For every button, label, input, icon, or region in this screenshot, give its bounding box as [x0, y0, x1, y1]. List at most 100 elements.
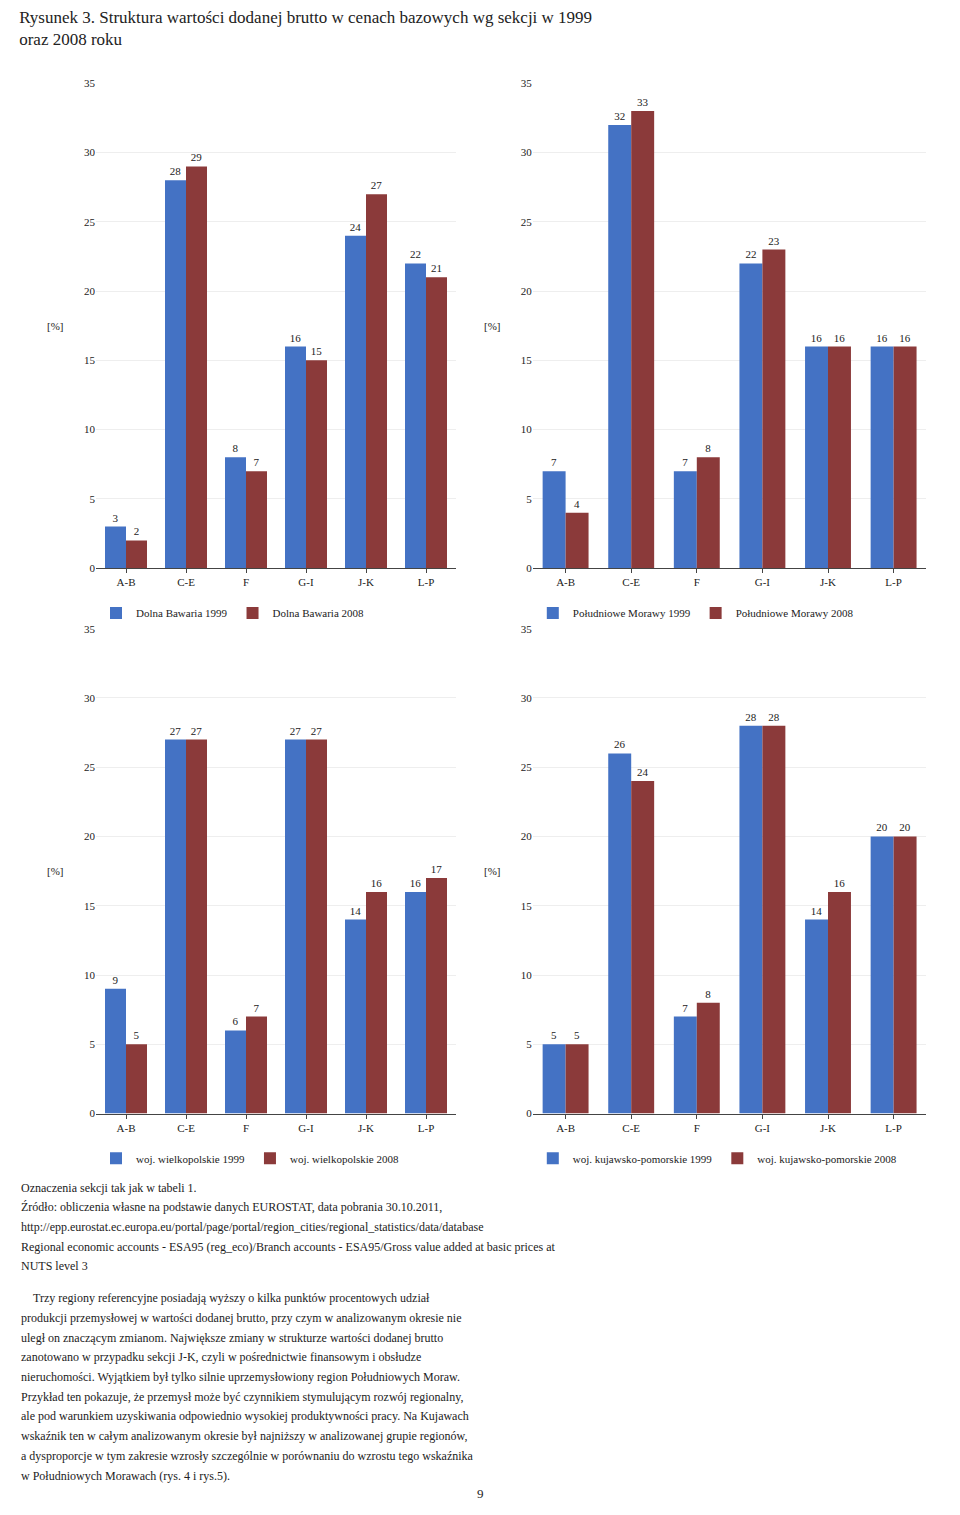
svg-text:G-I: G-I	[755, 576, 771, 588]
svg-text:16: 16	[834, 332, 846, 344]
svg-text:35: 35	[521, 623, 533, 635]
svg-text:15: 15	[521, 354, 533, 366]
svg-text:20: 20	[899, 821, 911, 833]
svg-text:8: 8	[705, 442, 711, 454]
svg-text:27: 27	[311, 725, 323, 737]
svg-text:ale pod warunkiem uzyskiwania: ale pod warunkiem uzyskiwania odpowiedni…	[21, 1409, 469, 1423]
svg-text:7: 7	[682, 1002, 688, 1014]
svg-text:5: 5	[134, 1029, 140, 1041]
svg-text:23: 23	[768, 235, 780, 247]
svg-text:35: 35	[521, 77, 533, 89]
svg-text:30: 30	[84, 146, 96, 158]
svg-text:Rysunek 3. Struktura wartości: Rysunek 3. Struktura wartości dodanej br…	[19, 8, 592, 49]
svg-text:[%]: [%]	[47, 320, 64, 332]
svg-text:F: F	[243, 576, 249, 588]
svg-text:10: 10	[521, 969, 533, 981]
svg-text:10: 10	[84, 969, 96, 981]
svg-text:woj. wielkopolskie 2008: woj. wielkopolskie 2008	[290, 1153, 399, 1165]
svg-text:16: 16	[876, 332, 888, 344]
svg-text:woj. wielkopolskie 1999: woj. wielkopolskie 1999	[136, 1153, 245, 1165]
svg-text:15: 15	[311, 345, 323, 357]
svg-text:25: 25	[521, 761, 533, 773]
svg-text:20: 20	[521, 830, 533, 842]
svg-text:30: 30	[521, 692, 533, 704]
svg-text:4: 4	[574, 498, 580, 510]
svg-text:26: 26	[614, 738, 626, 750]
svg-text:27: 27	[371, 179, 383, 191]
svg-text:5: 5	[574, 1029, 580, 1041]
svg-text:28: 28	[768, 711, 780, 723]
svg-text:J-K: J-K	[820, 576, 836, 588]
svg-text:zanotowano w przypadku sekcji: zanotowano w przypadku sekcji J-K, czyli…	[21, 1350, 421, 1364]
svg-text:28: 28	[745, 711, 757, 723]
svg-text:15: 15	[521, 900, 533, 912]
svg-text:20: 20	[521, 285, 533, 297]
svg-text:25: 25	[84, 761, 96, 773]
svg-text:3: 3	[113, 512, 119, 524]
svg-text:29: 29	[191, 151, 203, 163]
svg-text:35: 35	[84, 77, 96, 89]
svg-text:C-E: C-E	[622, 1122, 640, 1134]
svg-text:L-P: L-P	[885, 1122, 902, 1134]
svg-text:F: F	[243, 1122, 249, 1134]
svg-text:25: 25	[84, 216, 96, 228]
svg-text:w Południowych Morawach (rys.: w Południowych Morawach (rys. 4 i rys.5)…	[21, 1469, 230, 1483]
svg-text:10: 10	[84, 423, 96, 435]
svg-text:J-K: J-K	[358, 576, 374, 588]
svg-text:14: 14	[811, 905, 823, 917]
svg-text:6: 6	[233, 1015, 239, 1027]
svg-text:30: 30	[84, 692, 96, 704]
svg-text:woj. kujawsko-pomorskie 2008: woj. kujawsko-pomorskie 2008	[757, 1153, 897, 1165]
svg-text:Trzy regiony referencyjne posi: Trzy regiony referencyjne posiadają wyżs…	[21, 1291, 430, 1305]
svg-text:15: 15	[84, 900, 96, 912]
svg-text:0: 0	[90, 1107, 96, 1119]
svg-text:35: 35	[84, 623, 96, 635]
svg-text:16: 16	[371, 877, 383, 889]
svg-text:Południowe Morawy 2008: Południowe Morawy 2008	[736, 607, 854, 619]
svg-text:L-P: L-P	[418, 1122, 435, 1134]
svg-text:[%]: [%]	[47, 865, 64, 877]
svg-text:2: 2	[134, 525, 140, 537]
svg-text:G-I: G-I	[298, 576, 314, 588]
svg-text:[%]: [%]	[484, 320, 501, 332]
svg-text:F: F	[694, 1122, 700, 1134]
svg-text:Oznaczenia sekcji tak jak w ta: Oznaczenia sekcji tak jak w tabeli 1.	[21, 1181, 197, 1195]
svg-text:F: F	[694, 576, 700, 588]
svg-text:8: 8	[233, 442, 239, 454]
svg-text:A-B: A-B	[117, 576, 136, 588]
svg-text:8: 8	[705, 988, 711, 1000]
svg-text:17: 17	[431, 863, 443, 875]
svg-text:32: 32	[614, 110, 625, 122]
svg-text:G-I: G-I	[755, 1122, 771, 1134]
svg-text:0: 0	[90, 562, 96, 574]
svg-text:16: 16	[811, 332, 823, 344]
svg-text:7: 7	[254, 456, 260, 468]
svg-text:A-B: A-B	[117, 1122, 136, 1134]
svg-text:nieruchomości. Wyjątkiem był t: nieruchomości. Wyjątkiem był tylko silni…	[21, 1370, 460, 1384]
svg-text:5: 5	[90, 493, 96, 505]
svg-text:30: 30	[521, 146, 533, 158]
svg-text:10: 10	[521, 423, 533, 435]
svg-text:20: 20	[84, 830, 96, 842]
svg-text:20: 20	[876, 821, 888, 833]
svg-text:0: 0	[526, 1107, 532, 1119]
svg-text:7: 7	[682, 456, 688, 468]
svg-text:5: 5	[551, 1029, 557, 1041]
svg-text:20: 20	[84, 285, 96, 297]
svg-text:5: 5	[526, 1038, 532, 1050]
svg-text:16: 16	[290, 332, 302, 344]
svg-text:J-K: J-K	[358, 1122, 374, 1134]
svg-text:Południowe Morawy 1999: Południowe Morawy 1999	[573, 607, 691, 619]
svg-text:C-E: C-E	[622, 576, 640, 588]
svg-text:22: 22	[410, 248, 421, 260]
svg-text:14: 14	[350, 905, 362, 917]
svg-text:A-B: A-B	[556, 576, 575, 588]
svg-text:NUTS level 3: NUTS level 3	[21, 1259, 88, 1273]
svg-text:a dysproporcje w tym zakresie: a dysproporcje w tym zakresie wzrosły sz…	[21, 1449, 474, 1463]
svg-text:16: 16	[899, 332, 911, 344]
svg-text:15: 15	[84, 354, 96, 366]
svg-text:C-E: C-E	[177, 576, 195, 588]
svg-text:27: 27	[290, 725, 302, 737]
svg-text:A-B: A-B	[556, 1122, 575, 1134]
svg-text:Przykład ten pokazuje, że prze: Przykład ten pokazuje, że przemysł może …	[21, 1390, 463, 1404]
